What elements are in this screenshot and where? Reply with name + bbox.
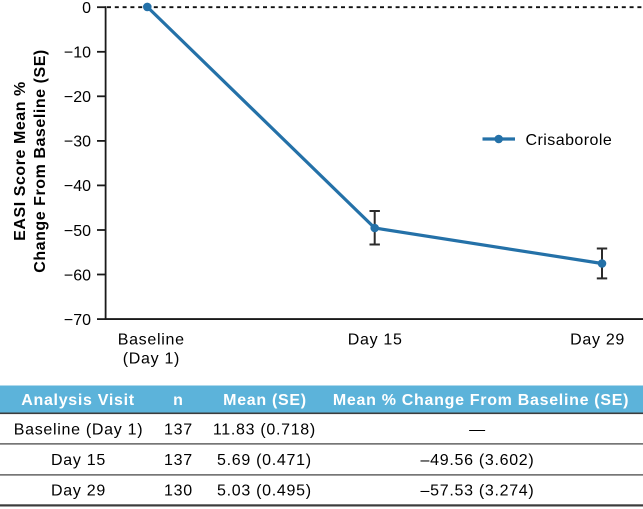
svg-text:Mean % Change From Baseline (S: Mean % Change From Baseline (SE): [333, 392, 629, 409]
svg-text:Day 29: Day 29: [570, 332, 625, 349]
svg-text:130: 130: [164, 482, 193, 499]
svg-text:−20: −20: [64, 89, 91, 106]
svg-text:−10: −10: [64, 45, 91, 62]
svg-text:0: 0: [82, 0, 91, 17]
svg-text:Day 15: Day 15: [51, 452, 106, 469]
svg-text:Baseline (Day 1): Baseline (Day 1): [14, 422, 143, 439]
svg-text:137: 137: [164, 452, 193, 469]
svg-text:—: —: [469, 422, 486, 439]
svg-text:−30: −30: [64, 134, 91, 151]
svg-text:n: n: [173, 392, 183, 409]
svg-text:EASI Score Mean %: EASI Score Mean %: [12, 81, 29, 241]
svg-text:137: 137: [164, 422, 193, 439]
svg-text:–49.56 (3.602): –49.56 (3.602): [421, 452, 535, 469]
svg-text:Change From Baseline (SE): Change From Baseline (SE): [32, 49, 49, 273]
svg-text:Day 15: Day 15: [348, 332, 403, 349]
svg-text:Day 29: Day 29: [51, 482, 106, 499]
svg-text:−40: −40: [64, 178, 91, 195]
svg-text:Baseline: Baseline: [118, 332, 185, 349]
svg-text:(Day 1): (Day 1): [123, 351, 180, 368]
svg-text:−60: −60: [64, 267, 91, 284]
svg-text:5.69 (0.471): 5.69 (0.471): [217, 452, 312, 469]
svg-text:5.03 (0.495): 5.03 (0.495): [217, 482, 312, 499]
svg-text:11.83 (0.718): 11.83 (0.718): [213, 422, 316, 439]
svg-text:Analysis Visit: Analysis Visit: [21, 392, 135, 409]
svg-text:Mean (SE): Mean (SE): [223, 392, 307, 409]
svg-text:–57.53 (3.274): –57.53 (3.274): [421, 482, 535, 499]
svg-text:−50: −50: [64, 223, 91, 240]
svg-text:−70: −70: [64, 312, 91, 329]
svg-text:Crisaborole: Crisaborole: [526, 132, 613, 149]
